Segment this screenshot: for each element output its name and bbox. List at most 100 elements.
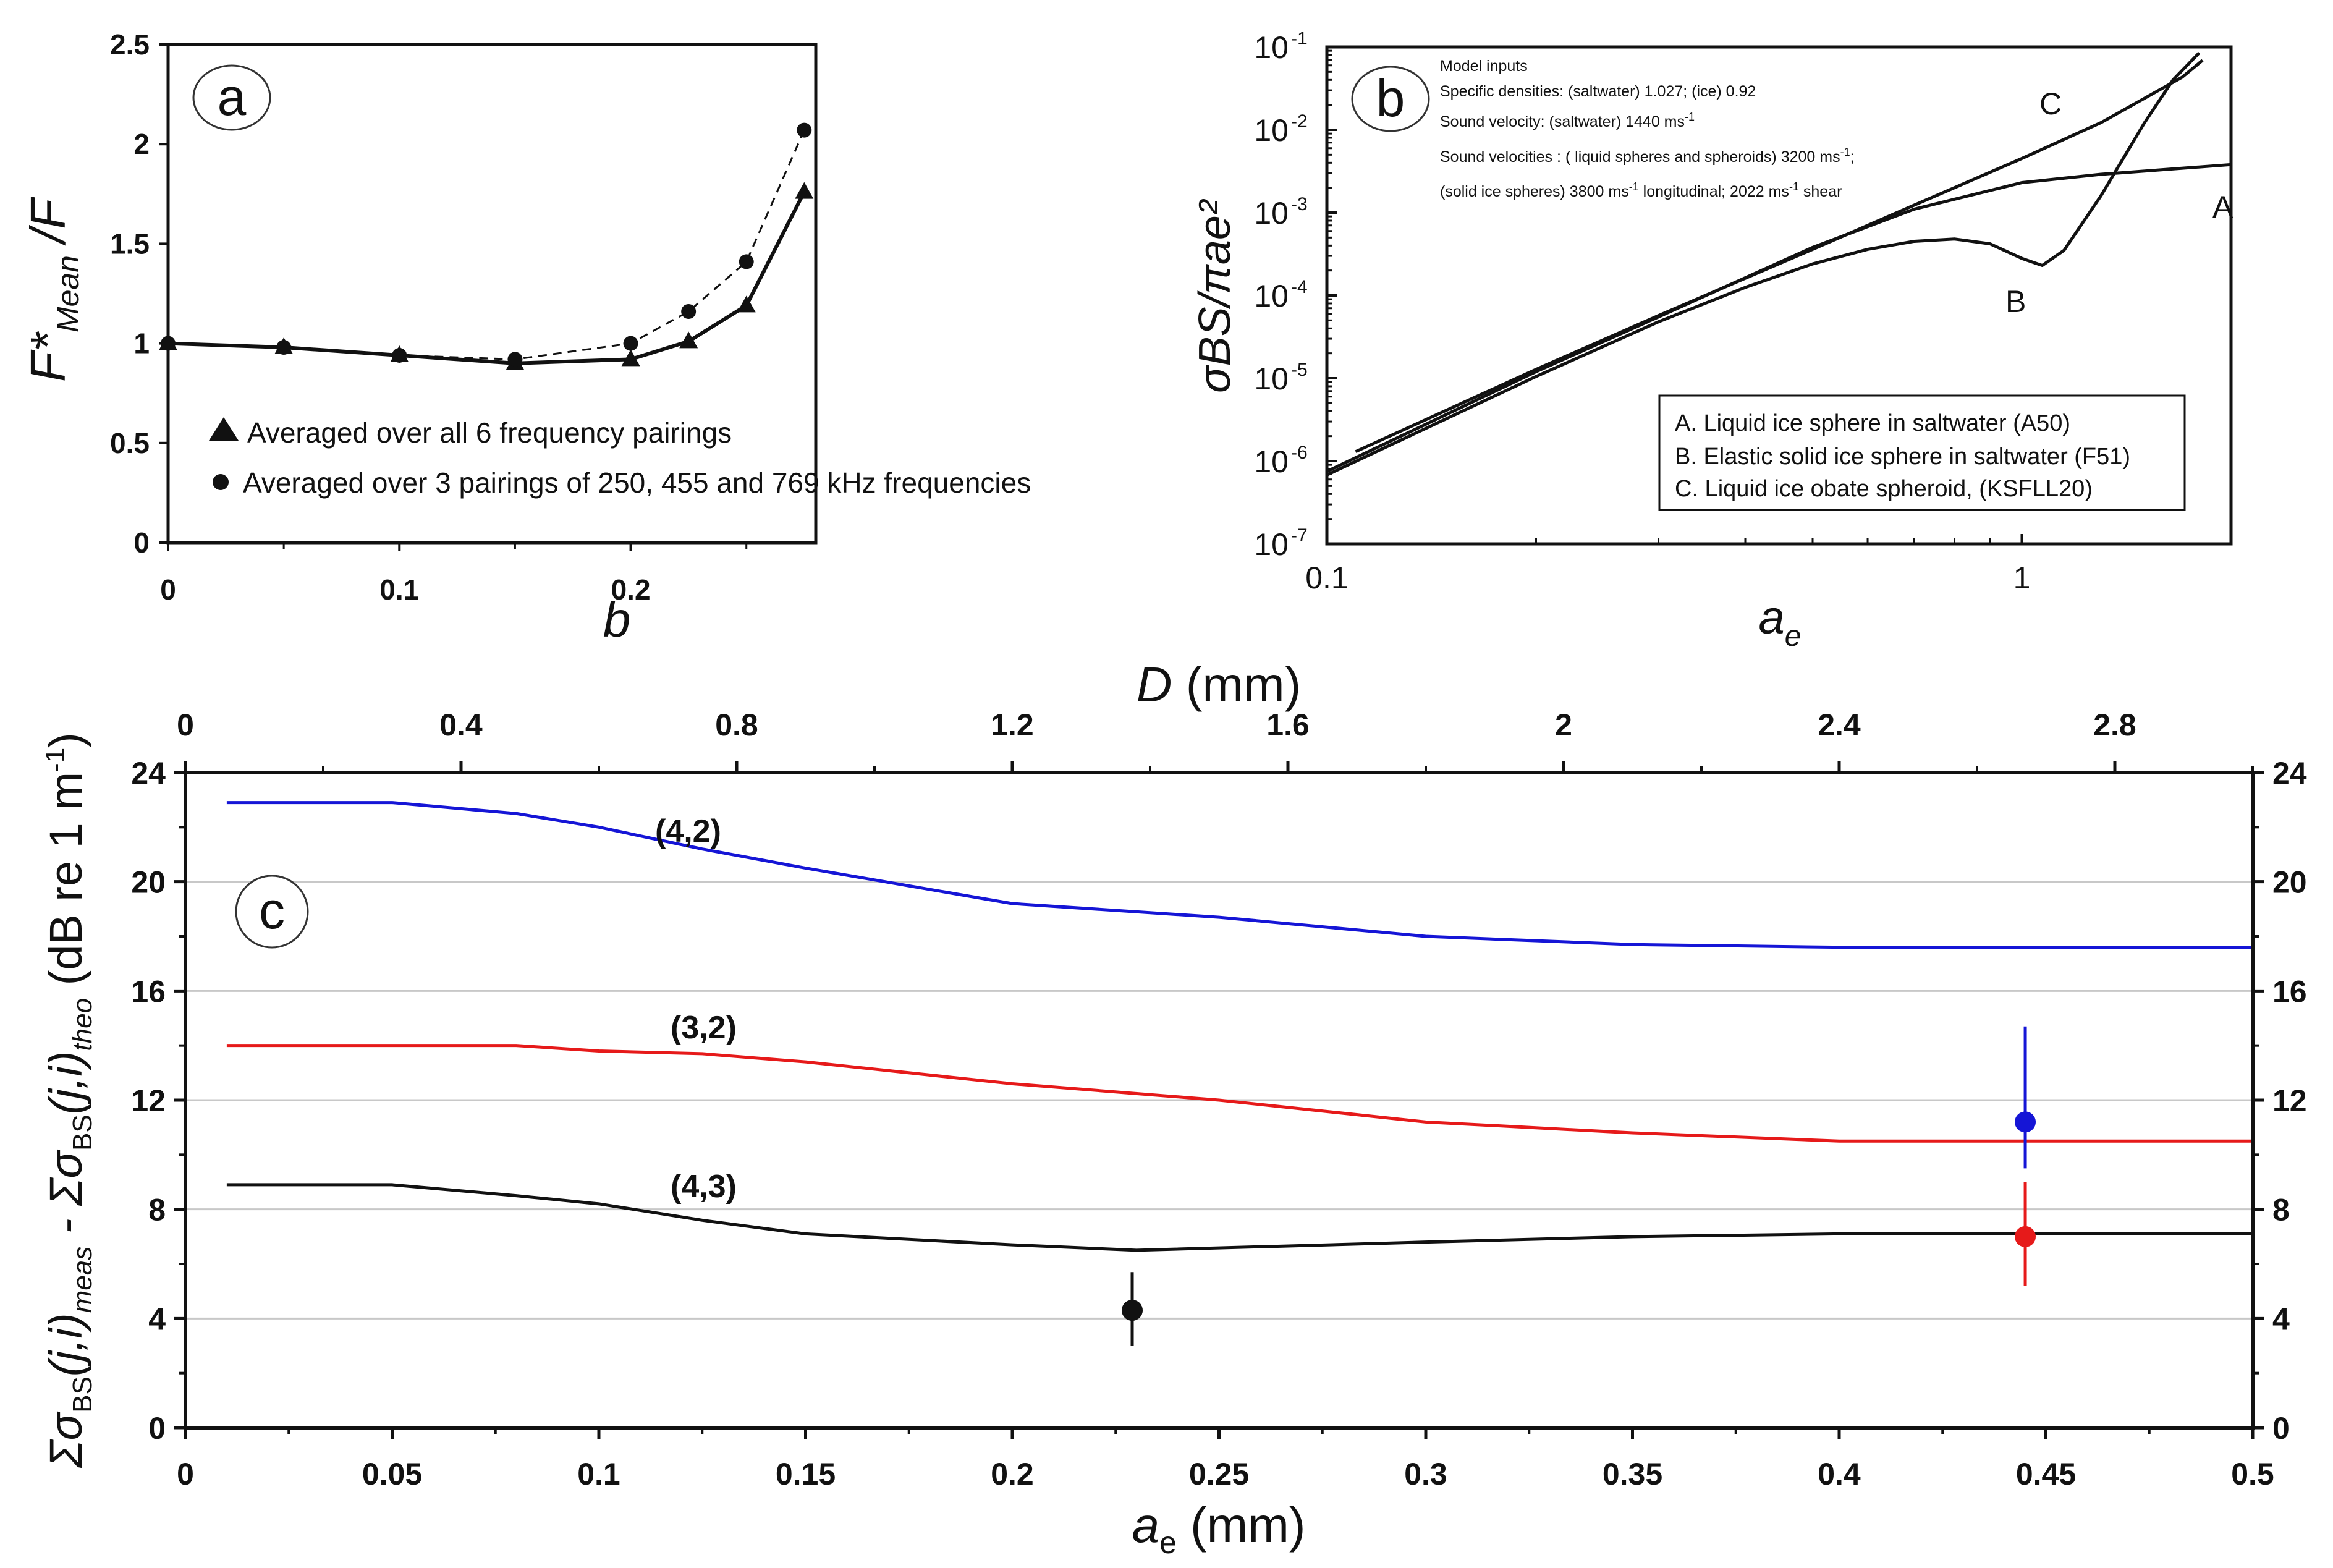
panel-c-top-tick-label: 0.8	[715, 708, 758, 742]
panel-b-ytick-label: 10	[1254, 444, 1289, 479]
panel-a-circle-point	[392, 347, 407, 363]
panel-b-ytick-exp: -2	[1291, 111, 1308, 132]
panel-c-top-tick-label: 1.6	[1266, 708, 1310, 742]
panel-a-circle-point	[507, 352, 523, 367]
panel-a-ytick-label: 2.5	[110, 28, 150, 61]
panel-c-point-black	[1122, 1300, 1143, 1321]
panel-c-line-red	[226, 1044, 2253, 1143]
panel-b-ytick-label: 10	[1254, 196, 1289, 231]
inputs-solid-text: (solid ice spheres) 3800 ms	[1440, 183, 1629, 200]
panel-c-ytick-label-left: 20	[131, 865, 166, 900]
panel-a-ylabel-main: F*	[20, 331, 75, 382]
panel-c-xtick-label: 0	[177, 1457, 194, 1491]
inputs-sv-text: Sound velocity: (saltwater) 1440 ms	[1440, 113, 1685, 130]
panel-b-legend-a: A. Liquid ice sphere in saltwater (A50)	[1675, 410, 2070, 436]
panel-c-frame	[184, 771, 2255, 1430]
model-inputs-densities: Specific densities: (saltwater) 1.027; (…	[1440, 83, 1756, 100]
panel-b-ytick-label: 10	[1254, 30, 1289, 65]
panel-c-top-axis-label: D (mm)	[1137, 657, 1302, 712]
panel-a-circle-point	[276, 340, 292, 355]
panel-b-tick-labels: 10-710-610-510-410-310-210 -10.1 1	[1254, 28, 2030, 595]
panel-a-circle-point	[681, 304, 697, 320]
panel-b-ytick-label: 10	[1254, 362, 1289, 396]
panel-c-xtick-label: 0.15	[776, 1457, 836, 1491]
inputs-solid-exp2: -1	[1789, 180, 1799, 193]
panel-c-ytick-label-left: 8	[148, 1193, 166, 1227]
panel-c-top-tick-label: 0	[177, 708, 194, 742]
panel-a-frame	[166, 43, 818, 545]
panel-a-ytick-label: 0.5	[110, 427, 150, 459]
model-inputs-sound-velocity: Sound velocity: (saltwater) 1440 ms-1	[1440, 111, 1695, 130]
panel-c-series	[226, 801, 2253, 1346]
panel-b-ylabel: σBS/πae²	[1190, 198, 1240, 393]
panel-c-label: c	[259, 881, 285, 939]
panel-c-ytick-label-right: 8	[2272, 1193, 2290, 1227]
panel-a-ytick-label: 1	[133, 328, 150, 360]
top-axis-d: D	[1137, 657, 1172, 712]
panel-b-label-circle	[1351, 66, 1430, 132]
panel-c-ylabel: ΣσBS(j,i)meas - ΣσBS(j,i)theo (dB re 1 m…	[40, 732, 98, 1468]
panel-b-label: b	[1376, 69, 1405, 127]
yl-theo: theo	[67, 998, 98, 1051]
yl-exp: -1	[40, 748, 70, 772]
panel-c-ytick-label-right: 24	[2272, 756, 2307, 790]
panel-b-xlabel-a: a	[1759, 591, 1785, 644]
panel-c-xtick-label: 0.2	[991, 1457, 1034, 1491]
panel-a-xtick-label: 0.1	[379, 574, 419, 606]
panel-a: 0 0.5 1 1.5 2 2.5 0 0.1 0.2 a F*Mean/F b Average…	[20, 28, 1031, 647]
inputs-sv-exp: -1	[1685, 111, 1695, 123]
panel-b-legend-c: C. Liquid ice obate spheroid, (KSFLL20)	[1675, 476, 2093, 502]
panel-c-top-tick-label: 0.4	[439, 708, 483, 742]
inputs-solid-exp1: -1	[1629, 180, 1639, 193]
panel-c-ytick-label-left: 16	[131, 974, 166, 1009]
xlabel-unit: (mm)	[1177, 1498, 1306, 1553]
panel-c-xtick-label: 0.35	[1603, 1457, 1662, 1491]
yl-bs1: BS	[67, 1376, 98, 1413]
panel-a-series	[159, 122, 814, 370]
inputs-svs-text: Sound velocities : ( liquid spheres and …	[1440, 148, 1840, 166]
panel-a-label: a	[218, 68, 247, 126]
inputs-svs-exp: -1	[1840, 146, 1850, 158]
panel-b-ytick-exp: -7	[1291, 525, 1308, 546]
curve-label-a: A	[2212, 190, 2233, 224]
panel-a-ytick-label: 2	[133, 128, 150, 160]
panel-c-ytick-label-right: 12	[2272, 1083, 2307, 1118]
panel-b-curve-c	[1355, 59, 2204, 454]
xlabel-sub: e	[1159, 1525, 1177, 1560]
series-label-3-2: (3,2)	[671, 1010, 737, 1046]
yl-close: )	[40, 732, 91, 748]
yl-unit: (dB re 1 m	[40, 772, 91, 998]
panel-a-ylabel-sub: Mean	[51, 255, 85, 333]
yl-meas: meas	[67, 1247, 98, 1313]
panel-a-triangle-point	[621, 349, 640, 367]
panel-c-xtick-label: 0.25	[1189, 1457, 1249, 1491]
panel-c-top-tick-label: 2	[1555, 708, 1572, 742]
panel-b-ytick-label: 10	[1254, 527, 1289, 562]
top-axis-unit: (mm)	[1172, 657, 1301, 712]
yl-sigma1: Σσ	[40, 1411, 91, 1468]
legend-circle-marker	[213, 474, 229, 490]
panel-c-xlabel: ae (mm)	[1132, 1498, 1305, 1560]
yl-ji2: (j,i)	[40, 1051, 91, 1115]
inputs-solid-mid: longitudinal; 2022 ms	[1639, 183, 1789, 200]
model-inputs-sound-velocities: Sound velocities : ( liquid spheres and …	[1440, 146, 1855, 166]
yl-minus: - Σσ	[40, 1150, 91, 1247]
panel-b-frame	[1325, 45, 2233, 546]
panel-c-xtick-label: 0.45	[2016, 1457, 2076, 1491]
inputs-solid-end: shear	[1799, 183, 1842, 200]
panel-c-point-red	[2015, 1226, 2036, 1247]
panel-b-ytick-exp: -3	[1291, 194, 1308, 214]
panel-c-label-circle	[235, 875, 309, 949]
panel-b-ytick-label: 10	[1254, 113, 1289, 148]
panel-a-xtick-label: 0.2	[611, 574, 651, 606]
xlabel-a: a	[1132, 1498, 1159, 1553]
panel-c-top-tick-label: 2.4	[1818, 708, 1861, 742]
panel-a-label-circle	[192, 64, 271, 131]
model-inputs-solid-spheres: (solid ice spheres) 3800 ms-1 longitudin…	[1440, 180, 1842, 200]
series-label-4-3: (4,3)	[671, 1169, 737, 1205]
panel-a-ytick-label: 0	[133, 527, 150, 559]
panel-b-xlabel-sub: e	[1785, 620, 1802, 653]
panel-c-ytick-label-left: 12	[131, 1083, 166, 1118]
panel-a-triangle-point	[737, 295, 756, 313]
